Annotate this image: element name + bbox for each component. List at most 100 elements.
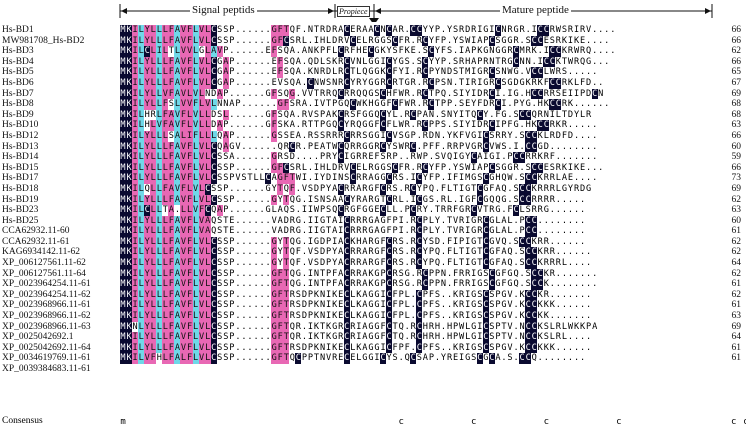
sequence-length: 62 (731, 236, 742, 247)
sequence-row: MKILYLLLFAVFLVLCSSP......GFTRSDPKNIKECLK… (120, 300, 592, 312)
sequence-name: Hs-BD10 (2, 120, 39, 131)
sequence-row: MKILVFHLFALFLVLCSSP......GFTQCPPTNVRECEL… (120, 353, 586, 364)
sequence-row: MKILYLLLFAVFLVLCGAP......EFSQA.QDLSKRCVN… (120, 56, 610, 68)
sequence-length: 60 (731, 141, 742, 152)
sequence-length: 67 (731, 77, 742, 88)
sequence-row: MKILYLLLFAVFLVLCSSP......GFCSRL.IHLDRVCE… (120, 162, 604, 174)
sequence-length: 69 (731, 183, 742, 194)
sequence-name: Hs-BD9 (2, 109, 34, 120)
sequence-length (723, 364, 741, 375)
mature-right-head (705, 8, 711, 14)
sequence-lengths: 66 66 62 66 65 67 69 68 68 63 66 60 59 66 73 69 62 63 60 61… (723, 25, 742, 375)
sequence-name: Hs-BD3 (2, 46, 34, 57)
sequence-length: 61 (731, 226, 742, 237)
sequence-name: Hs-BD6 (2, 77, 34, 88)
sequence-length: 61 (731, 342, 742, 353)
sequence-name: XP_0023964254.11-61 (2, 279, 91, 290)
sequence-length: 73 (731, 173, 742, 184)
sequence-name: Hs-BD17 (2, 173, 39, 184)
sequence-name: Hs-BD1 (2, 25, 34, 35)
sequence-length: 62 (731, 268, 742, 279)
sequence-row: MKILYLLLFAVFLVLCSSP......GFTQR.IKTKGRCRI… (120, 332, 592, 343)
sequence-row: MKILYLLLFAVFLVLCGAP......EFSQA.KNRDLRCTL… (120, 67, 598, 78)
sequence-length: 62 (731, 247, 742, 258)
sequence-length: 66 (731, 130, 742, 141)
signal-label: Signal peptids (190, 4, 257, 16)
sequence-length: 62 (731, 46, 742, 57)
sequence-name: MW981708_Hs-BD2 (2, 35, 85, 46)
sequence-name: XP_0023968966.11-62 (2, 311, 91, 322)
sequence-length: 60 (731, 215, 742, 226)
sequence-row: MKILYLLLSALIFLLLQAP......GSSEA.RSSRRRCRR… (120, 130, 598, 142)
sequence-row: MKILYLLLFAVFLVLCSSPVSTLLCAGFTWI.IYDINSCR… (120, 173, 598, 184)
sequence-name: Hs-BD19 (2, 194, 39, 205)
sequence-row: MKILYLLLFAVFLVAQSTE......VADRG.IIGTAICRR… (120, 215, 586, 227)
sequence-row: MKILYLLLFAVFLVLCSSP......GYTQG.ISNSAACYR… (120, 194, 586, 206)
sequence-length: 68 (731, 109, 742, 120)
sequence-name: KAG6934142.11-62 (2, 247, 81, 258)
sequence-name: Hs-BD14 (2, 152, 39, 163)
sequence-length: 62 (731, 194, 742, 205)
sequence-length: 63 (731, 120, 742, 131)
sequence-names: Hs-BD1 MW981708_Hs-BD2 Hs-BD3 Hs-BD4 Hs-BD5 H… (2, 25, 91, 375)
sequence-name: Hs-BD25 (2, 215, 39, 226)
sequence-row: MKILHRLFAVFLVLLDSL......GFSQA.RVSPAKCRSF… (120, 109, 592, 121)
sequence-name: XP_0039384683.11-61 (2, 364, 91, 374)
sequence-row: MKILYLLLFAVFLVLCSSP......GFTRSDPKNIKECLK… (120, 342, 592, 354)
sequence-length: 65 (731, 67, 742, 78)
sequence-row: MKILQLLFAVFLVLCSSP......GYTQF.VSDPYACRRA… (120, 183, 592, 195)
sequence-row: MKILYLLLFAVFLVLCGAP......EVSQA.CNWSNRCYR… (120, 77, 604, 89)
sequence-name: Hs-BD8 (2, 99, 34, 110)
sequence-name: XP_0023964254.11-62 (2, 289, 91, 300)
sequence-length: 68 (731, 99, 742, 110)
sequence-length: 66 (731, 162, 742, 173)
sequence-length: 69 (731, 321, 742, 332)
header-arrows (119, 4, 713, 22)
sequence-name: Hs-BD18 (2, 183, 39, 194)
sequence-row (120, 364, 616, 375)
mature-label: Mature peptide (500, 4, 571, 16)
sequence-length: 64 (731, 258, 742, 269)
sequence-name: Hs-BD5 (2, 67, 34, 78)
sequence-row: MKILYLLLFAVFLVLCQAGV......QRCR.PEATWCQRR… (120, 141, 598, 153)
sequence-row: MKILHLVFAVFLVLLDAP......GFSKA.RTTPGQCYRQ… (120, 120, 598, 131)
sequence-name: Hs-BD12 (2, 130, 39, 141)
consensus-label: Consensus (2, 416, 43, 426)
sequence-row: MKILYLLLFAVFLVLCSSP......GFCSRL.IHLDRVCE… (120, 35, 610, 47)
sequence-row: MKILYLLLFAVFLVLCSSA......GRSD....PRYCIGR… (120, 152, 598, 163)
sequence-length: 62 (731, 289, 742, 300)
sequence-name: Hs-BD23 (2, 205, 39, 216)
sequence-name: Hs-BD13 (2, 141, 39, 152)
sequence-alignment: MKILYLLLFAVFLVLCSSP......GFTQF.NTRDRACER… (120, 25, 616, 375)
sequence-row: MKILYLLLFAVFLVLCSSP......GYTQG.IGDPIACKH… (120, 236, 586, 248)
sequence-row: MKILYLLLFAVFLVAQSTE......VADRG.IIGTAICRR… (120, 226, 586, 237)
sequence-name: CCA62932.11-60 (2, 226, 70, 237)
sequence-length: 61 (731, 353, 742, 364)
sequence-row: MKILYLLVFAVLVLNDAP......GFSQG.VVTRRQCRRQ… (120, 88, 604, 100)
sequence-length: 66 (731, 25, 742, 35)
signal-left-head (121, 8, 127, 14)
sequence-name: XP_0023968966.11-63 (2, 321, 91, 332)
propiece-label: Propiece (337, 6, 370, 17)
signal-right-head (328, 8, 334, 14)
sequence-length: 63 (731, 205, 742, 216)
sequence-name: Hs-BD4 (2, 56, 34, 67)
sequence-name: Hs-BD7 (2, 88, 34, 99)
sequence-length: 66 (731, 56, 742, 67)
sequence-name: XP_0025042692.11-64 (2, 342, 91, 353)
sequence-length: 64 (731, 332, 742, 343)
sequence-row: MKILYLLLFAVFLVLCSSP......GYTQF.VSDPYACRR… (120, 258, 592, 269)
sequence-length: 59 (731, 152, 742, 163)
consensus-row: m c c c c c c (120, 417, 746, 427)
sequence-name: Hs-BD15 (2, 162, 39, 173)
sequence-row: MKILCLLTA.LLVFCQAP......GLAQS.IIWPSQCRGF… (120, 205, 586, 216)
sequence-length: 61 (731, 300, 742, 311)
sequence-row: MKILYLLLFAVFLVLCSSP......GFTRSDPKNIKECLK… (120, 311, 592, 322)
sequence-row: MKILYLLLFAVFLVLCSSP......GFTQF.NTRDRACER… (120, 25, 616, 36)
sequence-row: MKNLYLLLFAVFLVLCSSP......GFTQR.IKTKGRCRI… (120, 321, 598, 333)
sequence-row: MKILYLLLFAVFLVLCSSP......GYTQF.VSDPYACRR… (120, 247, 592, 259)
sequence-name: XP_0034619769.11-61 (2, 353, 91, 364)
sequence-length: 61 (731, 279, 742, 290)
sequence-name: XP_006127561.11-62 (2, 258, 86, 269)
propiece-down-head (369, 18, 379, 22)
